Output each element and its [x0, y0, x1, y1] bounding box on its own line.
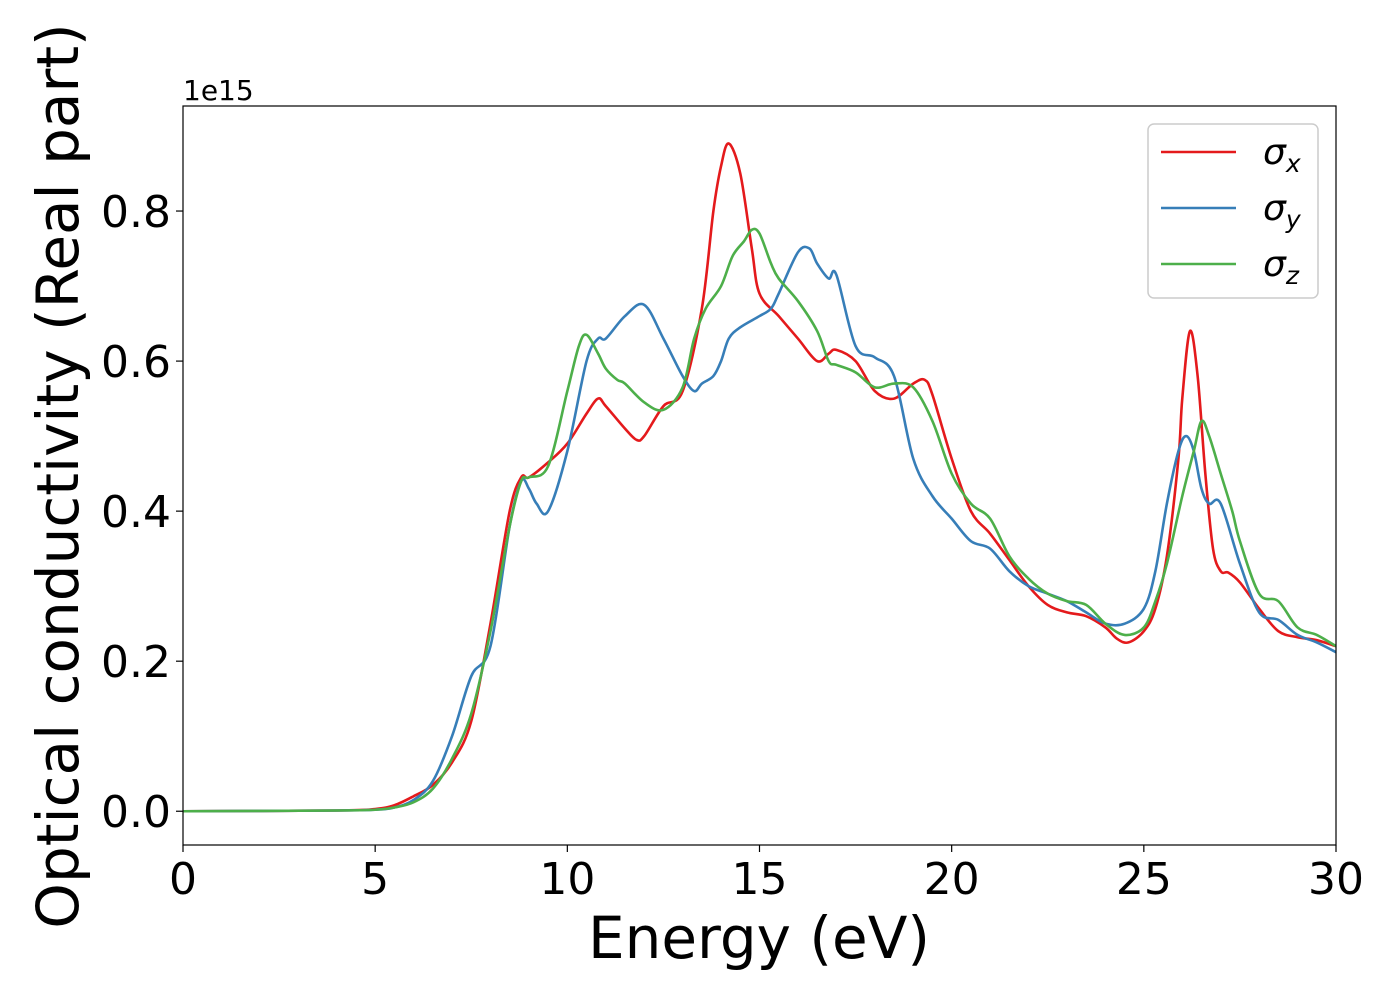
- y-axis-ticks: 0.0 0.2 0.4 0.6 0.8: [101, 187, 183, 838]
- legend-label-x: σx: [1263, 132, 1301, 178]
- x-tick-label: 15: [732, 854, 788, 905]
- x-tick-label: 5: [361, 854, 389, 905]
- legend-items: σx σy σz: [1161, 132, 1302, 290]
- y-tick-label: 0.8: [101, 187, 171, 238]
- y-tick-label: 0.6: [101, 337, 171, 388]
- legend: σx σy σz: [1147, 123, 1319, 299]
- legend-box: [1147, 123, 1319, 299]
- y-tick-label: 0.2: [101, 637, 171, 688]
- series-line-z: [183, 227, 1336, 813]
- y-tick-label: 0.0: [101, 787, 171, 838]
- legend-label-z: σz: [1263, 244, 1300, 290]
- x-axis-ticks: 0 5 10 15 20 25 30: [169, 845, 1364, 905]
- series-layer: [183, 142, 1336, 813]
- x-tick-label: 10: [539, 854, 595, 905]
- x-tick-label: 30: [1308, 854, 1364, 905]
- y-offset-label: 1e15: [183, 74, 254, 107]
- x-tick-label: 25: [1116, 854, 1172, 905]
- y-tick-label: 0.4: [101, 487, 171, 538]
- legend-label-y: σy: [1263, 188, 1302, 234]
- x-axis-title: Energy (eV): [588, 904, 930, 972]
- series-line-y: [183, 245, 1336, 813]
- x-tick-label: 20: [924, 854, 980, 905]
- y-axis-title: Optical conductivity (Real part): [24, 23, 92, 928]
- x-tick-label: 0: [169, 854, 197, 905]
